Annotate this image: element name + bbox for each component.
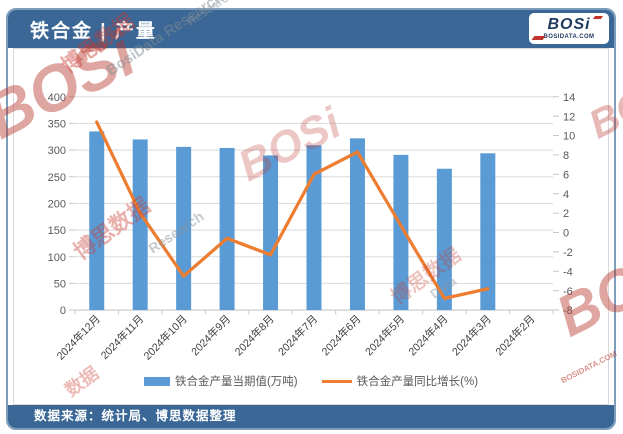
legend-item-bar: 铁合金产量当期值(万吨) xyxy=(143,373,298,389)
x-axis-label: 2024年2月 xyxy=(493,312,537,358)
trend-line xyxy=(95,120,490,301)
right-axis-label: -8 xyxy=(563,305,573,317)
right-axis-label: 0 xyxy=(563,227,569,239)
bar xyxy=(393,154,409,311)
left-axis-label: 100 xyxy=(48,252,66,264)
right-axis-label: -4 xyxy=(563,266,573,278)
report-card: 铁合金 | 产量 BOSi BOSIDATA.COM 400 350 300 250 2… xyxy=(6,8,616,430)
right-axis-label: 12 xyxy=(563,111,575,123)
x-axis-label: 2024年11月 xyxy=(98,312,146,362)
bar-swatch-icon xyxy=(143,376,170,386)
left-axis-label: 0 xyxy=(60,305,66,317)
x-axis-label: 2024年9月 xyxy=(189,312,233,358)
left-axis-label: 150 xyxy=(48,225,66,237)
bar xyxy=(176,146,192,311)
bar xyxy=(436,168,452,311)
data-source: 数据来源：统计局、博思数据整理 xyxy=(8,405,614,428)
legend-label-bar: 铁合金产量当期值(万吨) xyxy=(174,376,298,388)
combo-chart: 400 350 300 250 200 150 100 50 0 14 12 10 8 6 4 2 0 -2 -4 -… xyxy=(48,92,576,363)
logo-accent-icon xyxy=(592,16,604,19)
bar xyxy=(480,153,496,311)
legend-label-line: 铁合金产量同比增长(%) xyxy=(356,376,479,388)
right-axis-label: 4 xyxy=(563,189,569,201)
right-axis-label: 6 xyxy=(563,169,569,181)
bosi-logo: BOSi BOSIDATA.COM xyxy=(529,13,609,44)
left-axis-label: 50 xyxy=(54,278,66,290)
bar xyxy=(263,155,279,311)
x-axis-label: 2024年7月 xyxy=(276,312,320,358)
right-axis-label: 8 xyxy=(563,150,569,162)
x-axis-label: 2024年5月 xyxy=(363,312,407,358)
legend-item-line: 铁合金产量同比增长(%) xyxy=(321,373,479,389)
logo-text: BOSi xyxy=(547,16,591,33)
right-axis-label: 14 xyxy=(563,92,575,104)
left-axis-label: 200 xyxy=(48,198,66,210)
page-title: 铁合金 | 产量 xyxy=(30,20,157,42)
bar xyxy=(306,145,322,311)
right-axis-label: 2 xyxy=(563,208,569,220)
x-axis-label: 2024年4月 xyxy=(406,312,450,358)
x-axis-label: 2024年3月 xyxy=(449,312,493,358)
bar xyxy=(132,139,148,311)
x-axis-label: 2024年6月 xyxy=(319,312,363,358)
bar xyxy=(219,147,235,311)
header-bar: 铁合金 | 产量 BOSi BOSIDATA.COM xyxy=(8,10,614,48)
left-axis-label: 350 xyxy=(48,118,66,130)
right-axis-label: -6 xyxy=(563,286,573,298)
chart-legend: 铁合金产量当期值(万吨) 铁合金产量同比增长(%) xyxy=(14,371,608,391)
left-axis-label: 400 xyxy=(48,92,66,104)
right-axis-label: 10 xyxy=(563,131,575,143)
x-axis-label: 2024年8月 xyxy=(232,312,276,358)
x-axis-label: 2024年10月 xyxy=(141,312,190,362)
left-axis-label: 250 xyxy=(48,172,66,184)
right-axis-label: -2 xyxy=(563,247,573,259)
line-swatch-icon xyxy=(321,379,352,383)
bar xyxy=(349,138,365,311)
chart-panel: 400 350 300 250 200 150 100 50 0 14 12 10 8 6 4 2 0 -2 -4 -… xyxy=(13,48,609,405)
left-axis-label: 300 xyxy=(48,145,66,157)
bar xyxy=(89,131,105,311)
logo-subtext: BOSIDATA.COM xyxy=(543,34,595,40)
x-axis-label: 2024年12月 xyxy=(54,312,103,362)
